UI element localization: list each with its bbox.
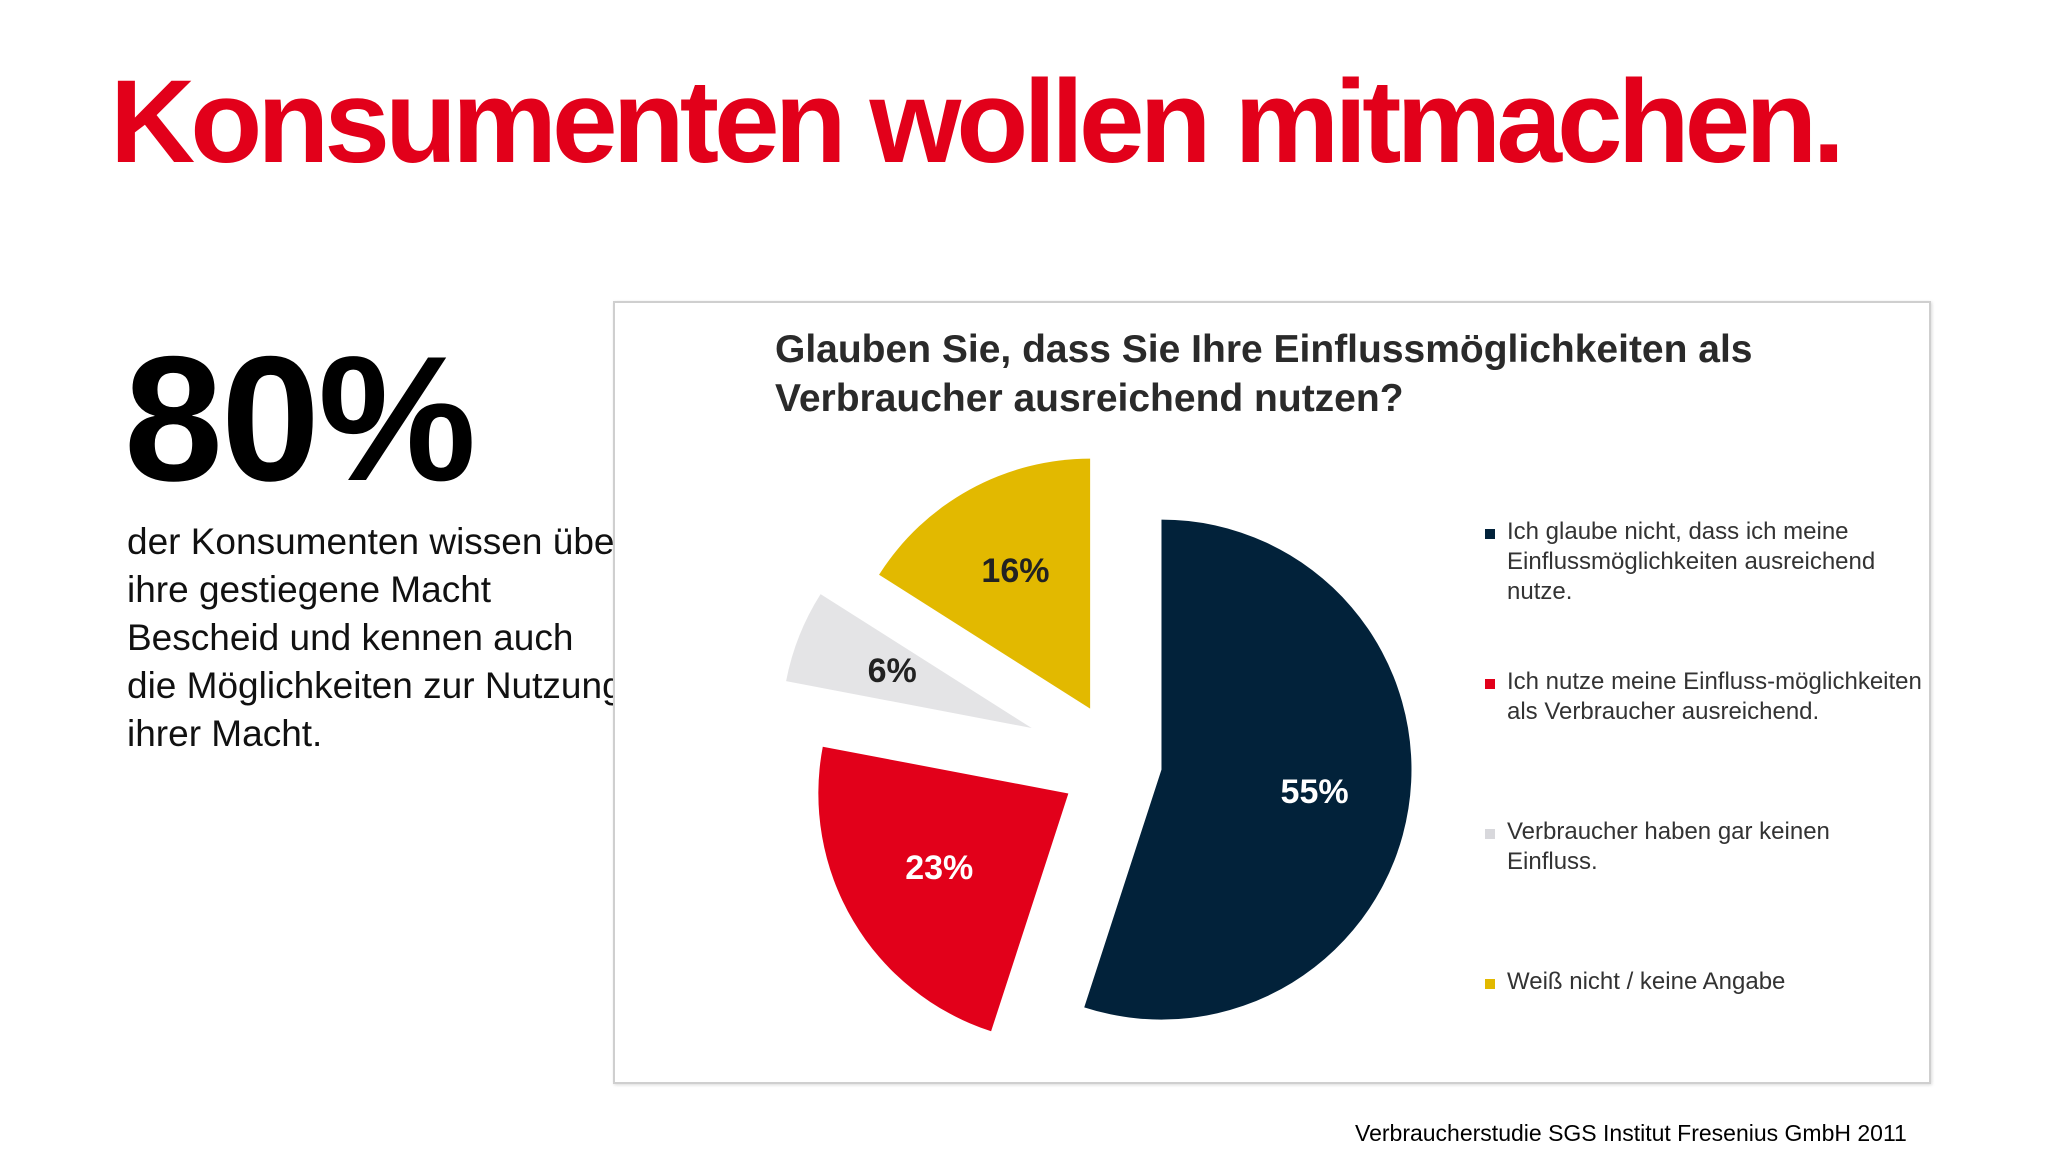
legend-label: Verbraucher haben gar keinen Einfluss. (1507, 818, 1830, 875)
slide-title: Konsumenten wollen mitmachen. (110, 56, 1845, 188)
slice-no-answer (879, 458, 1091, 709)
slice-not-using (1084, 519, 1412, 1020)
legend-swatch (1485, 679, 1495, 689)
source-citation: Verbraucherstudie SGS Institut Fresenius… (1355, 1120, 1907, 1146)
legend-label: Ich nutze meine Einfluss-möglichkeiten a… (1507, 668, 1922, 725)
slice-using-value-label: 23% (905, 849, 973, 887)
legend-label: Weiß nicht / keine Angabe (1507, 968, 1786, 995)
slice-using (818, 746, 1069, 1032)
pie-chart: 55% 23% 6% 16% (786, 458, 1412, 1032)
stat-description: der Konsumenten wissen über ihre gestieg… (127, 521, 627, 754)
slice-no-answer-value-label: 16% (981, 552, 1049, 590)
slice-no-influence-value-label: 6% (868, 652, 917, 690)
legend-label: Ich glaube nicht, dass ich meine Einflus… (1507, 518, 1876, 605)
slice-no-influence (786, 594, 1032, 729)
legend-swatch (1485, 979, 1495, 989)
chart-title: Glauben Sie, dass Sie Ihre Einflussmögli… (775, 328, 1753, 420)
slice-not-using-value-label: 55% (1281, 773, 1349, 811)
legend-swatch (1485, 829, 1495, 839)
big-stat: 80% (124, 319, 476, 518)
chart-panel: Glauben Sie, dass Sie Ihre Einflussmögli… (613, 301, 1931, 1084)
legend-swatch (1485, 529, 1495, 539)
